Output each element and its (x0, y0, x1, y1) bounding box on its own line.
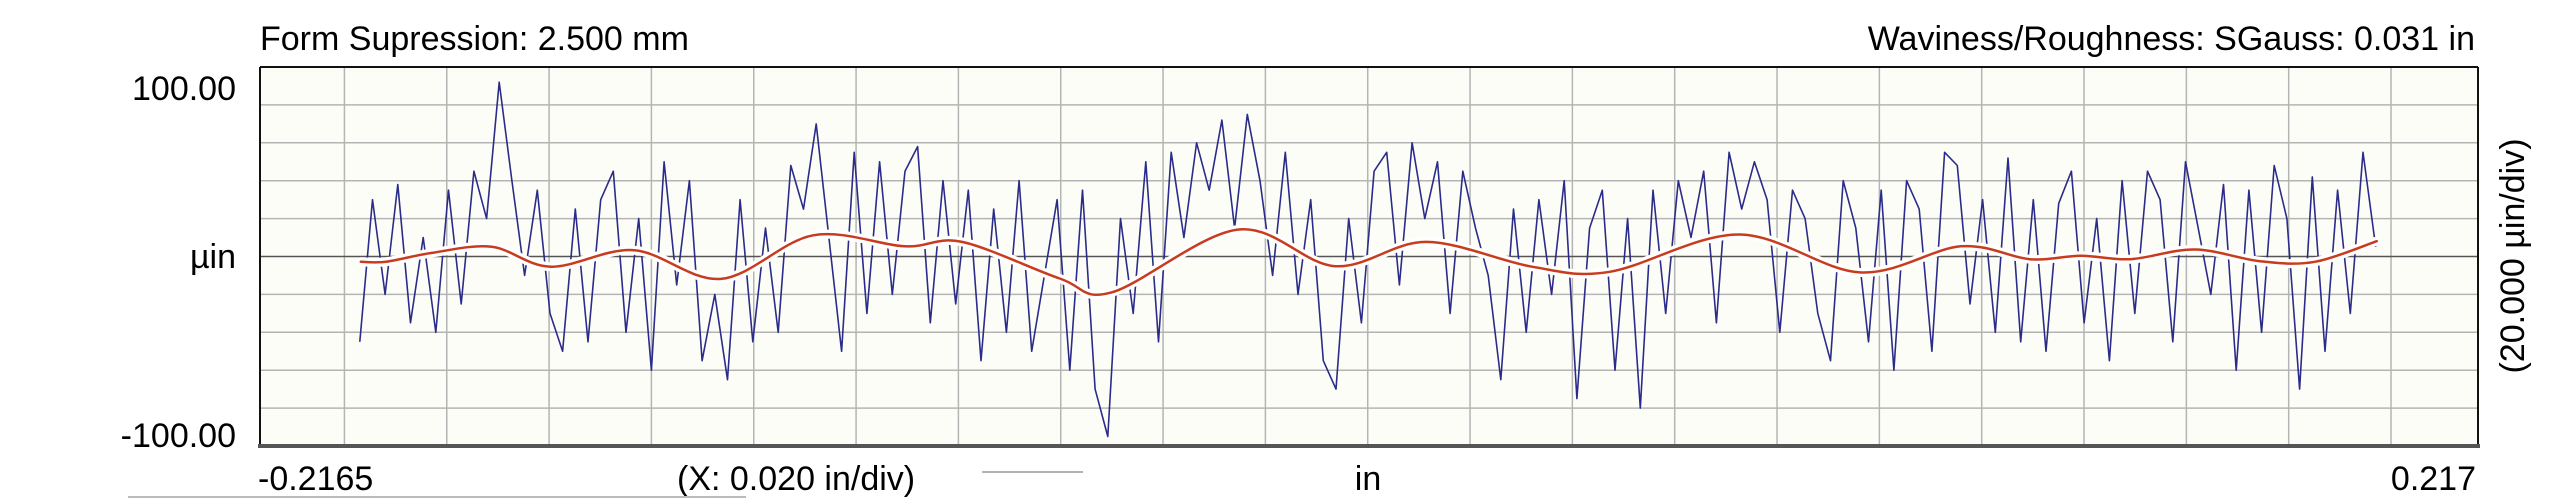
traces (356, 81, 2382, 438)
waviness-line (359, 228, 2378, 297)
x-tick-min: -0.2165 (258, 460, 373, 498)
x-axis-unit-label: in (1355, 460, 1381, 498)
x-tick-max: 0.217 (2391, 460, 2476, 498)
form-suppression-title: Form Supression: 2.500 mm (260, 20, 689, 58)
y-axis-unit-label: µin (190, 238, 236, 276)
y-scale-label: (20.000 µin/div) (2494, 138, 2532, 373)
x-scale-label: (X: 0.020 in/div) (677, 460, 915, 498)
y-tick-max: 100.00 (132, 70, 236, 108)
plot-border (258, 66, 2480, 448)
y-tick-min: -100.00 (121, 417, 236, 455)
waviness-roughness-title: Waviness/Roughness: SGauss: 0.031 in (1868, 20, 2475, 58)
